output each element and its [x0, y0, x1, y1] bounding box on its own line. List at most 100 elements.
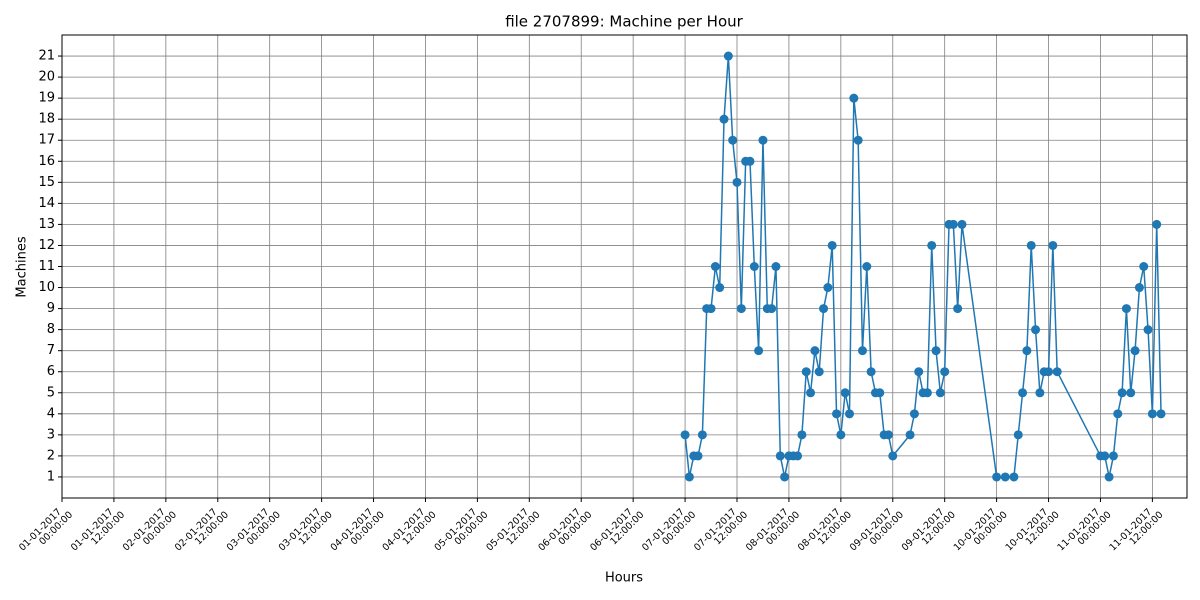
data-point — [1121, 304, 1131, 314]
data-point — [1052, 367, 1062, 377]
y-axis-label: Machines — [15, 236, 30, 297]
data-point — [905, 430, 915, 440]
y-tick-label: 17 — [38, 133, 55, 148]
y-tick-label: 9 — [47, 301, 55, 316]
data-point — [1134, 283, 1144, 293]
data-point — [758, 135, 768, 145]
x-tick-label: 06-01-201700:00:00 — [536, 502, 594, 560]
data-point — [992, 472, 1002, 482]
x-tick-label: 02-01-201712:00:00 — [173, 502, 231, 560]
data-point — [827, 240, 837, 250]
data-point — [801, 367, 811, 377]
data-point — [1117, 388, 1127, 398]
data-point — [723, 51, 733, 61]
y-tick-label: 13 — [38, 217, 55, 232]
x-tick-label: 03-01-201712:00:00 — [277, 502, 335, 560]
data-point — [957, 219, 967, 229]
data-point — [732, 177, 742, 187]
data-point — [1013, 430, 1023, 440]
data-point — [680, 430, 690, 440]
data-point — [1139, 262, 1149, 271]
data-point — [1009, 472, 1019, 482]
data-point — [1147, 409, 1157, 419]
data-point — [693, 451, 703, 461]
data-point — [1113, 409, 1123, 419]
data-point — [862, 262, 872, 271]
y-tick-label: 8 — [47, 322, 55, 337]
data-point — [931, 346, 941, 356]
data-point — [948, 219, 958, 229]
y-tick-label: 1 — [47, 469, 55, 484]
x-tick-label: 07-01-201700:00:00 — [640, 502, 698, 560]
data-point — [1143, 325, 1153, 335]
data-point — [806, 388, 816, 398]
data-point — [715, 283, 725, 293]
data-point — [1156, 409, 1166, 419]
data-point — [1152, 219, 1162, 229]
x-tick-label: 09-01-201700:00:00 — [848, 502, 906, 560]
data-point — [710, 262, 720, 271]
data-point — [823, 283, 833, 293]
data-point — [754, 346, 764, 356]
chart-title: file 2707899: Machine per Hour — [505, 13, 743, 31]
data-point — [935, 388, 945, 398]
x-tick-label: 01-01-201712:00:00 — [69, 502, 127, 560]
x-tick-label: 01-01-201700:00:00 — [17, 502, 75, 560]
data-point — [914, 367, 924, 377]
data-point — [719, 114, 729, 124]
x-tick-label: 02-01-201700:00:00 — [121, 502, 179, 560]
data-point — [909, 409, 919, 419]
data-point — [797, 430, 807, 440]
x-tick-label: 11-01-201700:00:00 — [1056, 502, 1114, 560]
y-tick-label: 18 — [38, 112, 55, 127]
data-point — [1035, 388, 1045, 398]
data-point — [793, 451, 803, 461]
plot — [680, 51, 1166, 482]
data-point — [927, 240, 937, 250]
y-tick-label: 20 — [38, 70, 55, 85]
y-tick-label: 3 — [47, 427, 55, 442]
data-point — [706, 304, 716, 314]
x-tick-label: 04-01-201712:00:00 — [381, 502, 439, 560]
y-tick-label: 6 — [47, 364, 55, 379]
data-point — [1126, 388, 1136, 398]
data-point — [1031, 325, 1041, 335]
data-point — [1018, 388, 1028, 398]
y-tick-label: 5 — [47, 385, 55, 400]
data-point — [1048, 240, 1058, 250]
y-tick-label: 21 — [38, 49, 55, 64]
data-point — [853, 135, 863, 145]
data-point — [1104, 472, 1114, 482]
data-point — [1044, 367, 1054, 377]
data-point — [780, 472, 790, 482]
data-point — [953, 304, 963, 314]
data-point — [875, 388, 885, 398]
data-point — [888, 451, 898, 461]
x-tick-label: 06-01-201712:00:00 — [588, 502, 646, 560]
x-tick-label: 09-01-201712:00:00 — [900, 502, 958, 560]
data-point — [845, 409, 854, 419]
x-tick-label: 10-01-201700:00:00 — [952, 502, 1010, 560]
data-point — [1026, 240, 1036, 250]
data-point — [883, 430, 893, 440]
data-point — [1100, 451, 1110, 461]
y-tick-label: 15 — [38, 175, 55, 190]
y-tick-label: 10 — [38, 280, 55, 295]
data-point — [697, 430, 707, 440]
data-point — [832, 409, 842, 419]
x-axis-label: Hours — [605, 571, 643, 586]
y-tick-label: 14 — [38, 196, 55, 211]
data-point — [814, 367, 824, 377]
y-tick-label: 11 — [38, 259, 55, 274]
data-point — [1130, 346, 1140, 356]
y-tick-label: 12 — [38, 238, 55, 253]
y-tick-label: 19 — [38, 91, 55, 106]
data-point — [1000, 472, 1010, 482]
data-point — [940, 367, 950, 377]
x-tick-label: 04-01-201700:00:00 — [329, 502, 387, 560]
x-tick-label: 11-01-201712:00:00 — [1107, 502, 1165, 560]
data-point — [819, 304, 829, 314]
data-point — [849, 93, 859, 103]
data-point — [771, 262, 781, 271]
